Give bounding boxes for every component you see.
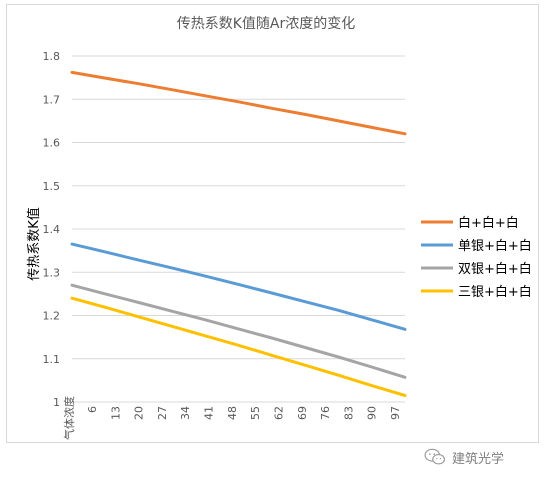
x-axis-label: 气体浓度 — [62, 396, 76, 440]
x-tick-label: 48 — [226, 406, 239, 420]
series-line-2 — [70, 283, 407, 379]
y-tick-label: 1.5 — [43, 180, 61, 193]
x-tick-label: 41 — [203, 406, 216, 420]
x-tick-label: 69 — [296, 406, 309, 420]
x-tick-label: 90 — [366, 406, 379, 420]
x-tick-label: 27 — [156, 406, 169, 420]
y-tick-label: 1.4 — [43, 223, 61, 236]
y-tick-label: 1 — [53, 396, 60, 409]
series-lines — [70, 70, 407, 397]
legend-label-3: 三银+白+白 — [458, 284, 532, 300]
y-tick-label: 1.2 — [43, 310, 61, 323]
y-tick-label: 1.8 — [43, 50, 61, 63]
x-tick-label: 76 — [319, 406, 332, 420]
y-tick-label: 1.7 — [43, 93, 61, 106]
series-line-3 — [70, 296, 407, 397]
chart-title: 传热系数K值随Ar浓度的变化 — [177, 16, 356, 32]
x-tick-label: 83 — [342, 406, 355, 420]
x-tick-label: 34 — [179, 406, 192, 420]
x-tick-label: 97 — [389, 406, 402, 420]
legend: 白+白+白单银+白+白双银+白+白三银+白+白 — [421, 215, 532, 300]
y-tick-label: 1.6 — [43, 137, 61, 150]
series-line-1 — [70, 242, 407, 331]
gridlines — [72, 55, 405, 403]
legend-label-0: 白+白+白 — [458, 215, 519, 231]
series-line-0 — [70, 70, 407, 136]
legend-label-2: 双银+白+白 — [458, 261, 532, 277]
x-tick-label: 6 — [86, 406, 99, 413]
x-tick-label: 62 — [272, 406, 285, 420]
x-tick-labels: 6 13 20 27 34 41 48 55 62 69 76 83 90 97 — [86, 406, 402, 420]
y-axis-label: 传热系数K值 — [26, 207, 42, 281]
wechat-icon — [424, 448, 446, 465]
watermark: 建筑光学 — [424, 446, 504, 468]
y-tick-label: 1.1 — [43, 353, 61, 366]
x-tick-label: 55 — [249, 406, 262, 420]
legend-label-1: 单银+白+白 — [458, 238, 532, 254]
x-tick-label: 13 — [109, 406, 122, 420]
y-tick-labels: 1 1.1 1.2 1.3 1.4 1.5 1.6 1.7 1.8 — [43, 50, 61, 409]
y-tick-label: 1.3 — [43, 266, 61, 279]
x-tick-label: 20 — [133, 406, 146, 420]
watermark-text: 建筑光学 — [452, 451, 505, 467]
